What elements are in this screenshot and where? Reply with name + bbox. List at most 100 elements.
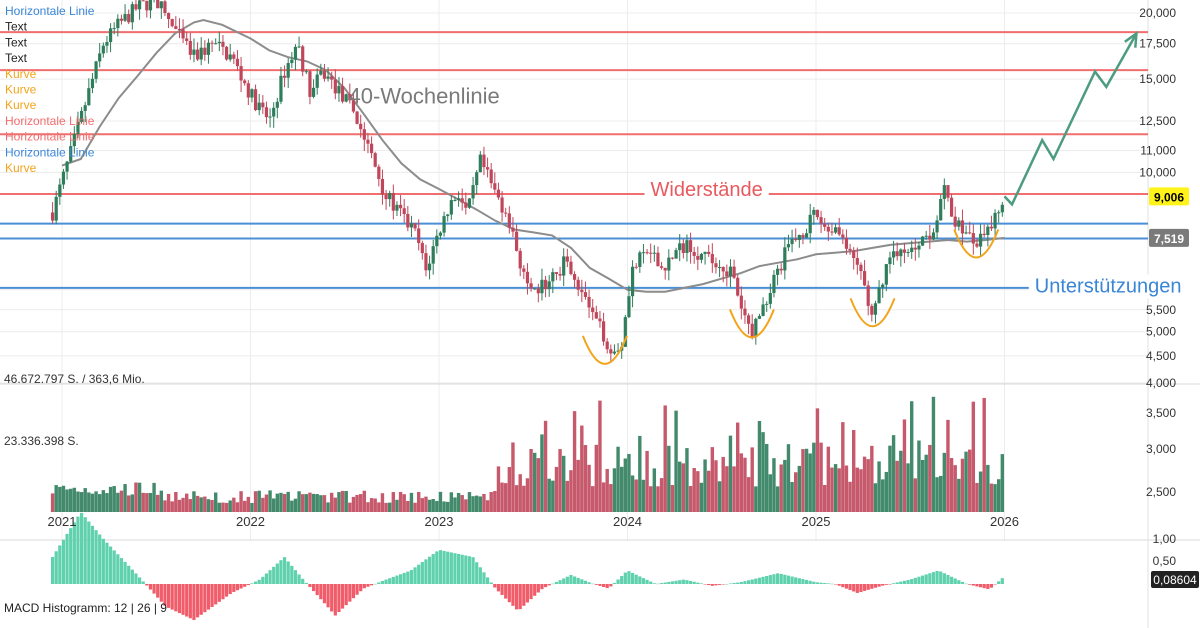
support-curve-0[interactable] xyxy=(581,335,628,365)
forecast-arrow-head xyxy=(1124,30,1138,48)
candle-body xyxy=(496,189,501,198)
drawing-list-item-1[interactable]: Text xyxy=(5,20,28,34)
volume-bar xyxy=(688,485,693,512)
volume-bar xyxy=(50,493,55,512)
volume-bar xyxy=(569,470,573,512)
candle-body xyxy=(681,243,685,253)
drawing-list-item-7[interactable]: Horizontale Linie xyxy=(5,114,95,128)
support-curve-2[interactable] xyxy=(849,297,896,328)
macd-bar xyxy=(826,583,830,584)
macd-bar xyxy=(931,572,936,584)
candle-body xyxy=(949,197,954,217)
candle-body xyxy=(333,79,337,94)
annotations[interactable]: 40-Wochenlinie Widerstände Unterstützungen xyxy=(349,84,1188,299)
drawing-list-item-2[interactable]: Text xyxy=(5,35,28,49)
volume-bar xyxy=(841,422,845,512)
macd-bar xyxy=(250,583,254,584)
macd-bar xyxy=(514,584,519,610)
candle-body xyxy=(286,63,290,78)
volume-bar xyxy=(529,448,533,512)
candle-body xyxy=(308,71,312,97)
candle-body xyxy=(707,251,711,254)
macd-bar xyxy=(891,583,896,584)
drawing-list-item-6[interactable]: Kurve xyxy=(5,98,37,112)
volume-bar xyxy=(337,492,341,512)
annotation-bg-1 xyxy=(644,178,769,203)
macd-bar xyxy=(61,539,66,584)
volume-bar xyxy=(601,482,606,512)
macd-bar xyxy=(388,578,392,584)
drawing-list-item-4[interactable]: Kurve xyxy=(5,67,37,81)
drawing-list-item-3[interactable]: Text xyxy=(5,51,28,65)
candle-body xyxy=(297,46,301,48)
macd-bar xyxy=(812,581,816,584)
volume-bar xyxy=(224,502,229,512)
volume-bar xyxy=(456,492,461,512)
candle-body xyxy=(910,247,914,252)
volume-bar xyxy=(616,446,620,512)
macd-bar xyxy=(917,576,921,584)
y-tick-label-0: 20,000 xyxy=(1139,6,1176,20)
candle-body xyxy=(232,54,236,59)
macd-bar xyxy=(402,572,406,584)
macd-bar xyxy=(808,580,812,584)
volume-bar xyxy=(475,495,479,512)
candle-body xyxy=(699,253,704,260)
macd-bar xyxy=(543,584,548,588)
volume-bar xyxy=(127,495,131,512)
annotation-2[interactable]: Unterstützungen xyxy=(1035,276,1182,298)
candle-body xyxy=(703,251,707,254)
volume-bar xyxy=(362,490,367,512)
drawing-list-item-0[interactable]: Horizontale Linie xyxy=(5,4,95,18)
drawing-list-item-5[interactable]: Kurve xyxy=(5,83,37,97)
annotation-1[interactable]: Widerstände xyxy=(651,179,763,201)
drawing-list[interactable]: Horizontale LinieTextTextTextKurveKurveK… xyxy=(5,4,95,175)
macd-bar xyxy=(65,533,69,584)
candle-body xyxy=(388,193,392,200)
support-curve-3[interactable] xyxy=(953,229,1000,259)
macd-bar xyxy=(315,584,319,596)
curves[interactable] xyxy=(581,229,1000,365)
macd-bar xyxy=(453,553,457,584)
horizontal-lines[interactable] xyxy=(0,31,1148,289)
support-curve-1[interactable] xyxy=(728,309,775,339)
volume-bar xyxy=(634,479,638,512)
volume-bar xyxy=(137,482,142,512)
drawing-list-item-10[interactable]: Kurve xyxy=(5,161,37,175)
candle-body xyxy=(61,171,66,185)
annotation-0[interactable]: 40-Wochenlinie xyxy=(349,84,500,109)
volume-bar xyxy=(594,444,599,512)
macd-bar xyxy=(866,584,870,590)
macd-bar xyxy=(293,570,298,584)
volume-bar xyxy=(587,464,591,512)
volume-bar xyxy=(895,460,899,512)
volume-bar xyxy=(609,484,613,512)
macd-bar xyxy=(188,584,192,619)
volume-bar xyxy=(826,446,831,512)
macd-bar xyxy=(373,583,377,585)
volume-bar xyxy=(551,480,555,512)
candle-body xyxy=(391,193,395,211)
volume-bar xyxy=(630,475,635,512)
macd-tick-label-0: 1,00 xyxy=(1153,532,1177,546)
volume-bar xyxy=(674,410,678,512)
candle-body xyxy=(87,88,91,106)
macd-bar xyxy=(475,562,479,584)
volume-bar xyxy=(659,478,664,512)
candle-body xyxy=(185,38,189,41)
macd-bar xyxy=(192,584,196,620)
volume-bar xyxy=(968,449,972,512)
macd-bar xyxy=(221,584,225,600)
drawing-list-item-8[interactable]: Horizontale Linie xyxy=(5,130,95,144)
drawing-list-item-9[interactable]: Horizontale Linie xyxy=(5,145,95,159)
candle-body xyxy=(975,243,979,247)
candle-body xyxy=(605,341,609,350)
volume-bar xyxy=(446,501,450,512)
candle-body xyxy=(612,351,617,354)
volume-bar xyxy=(801,449,805,512)
macd-bar xyxy=(598,584,602,586)
macd-bar xyxy=(638,576,642,584)
volume-bar xyxy=(156,494,160,512)
candle-body xyxy=(598,318,602,322)
